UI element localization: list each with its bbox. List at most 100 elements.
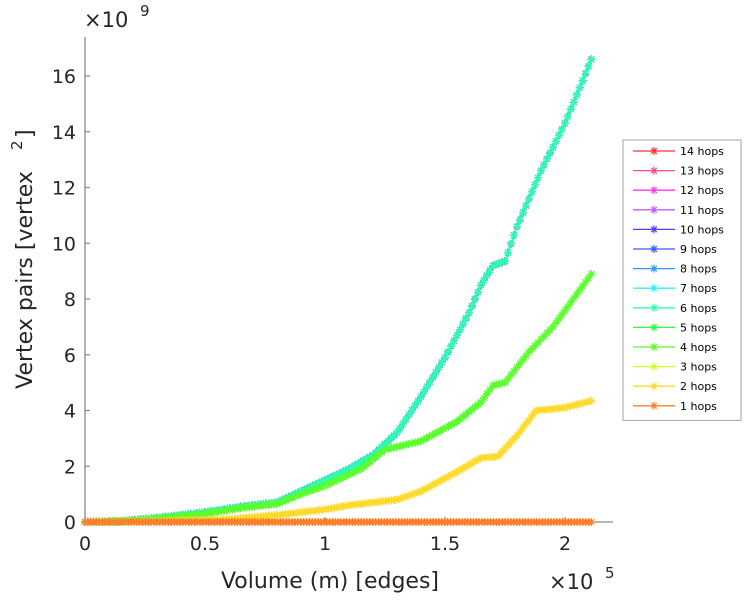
data-point-marker bbox=[393, 428, 401, 437]
data-point-marker bbox=[453, 331, 461, 340]
data-point-marker bbox=[342, 472, 350, 481]
data-point-marker bbox=[498, 379, 506, 388]
data-point-marker bbox=[393, 495, 401, 504]
series-line bbox=[84, 273, 592, 523]
data-point-marker bbox=[465, 308, 473, 317]
data-point-marker bbox=[543, 329, 551, 338]
series-line bbox=[84, 59, 592, 523]
data-point-marker bbox=[546, 326, 554, 335]
data-point-marker bbox=[339, 467, 347, 476]
data-point-marker bbox=[336, 474, 344, 483]
data-point-marker bbox=[575, 83, 584, 92]
data-point-marker bbox=[433, 428, 442, 437]
data-point-marker bbox=[321, 476, 329, 485]
data-point-marker bbox=[507, 437, 516, 446]
series-line bbox=[84, 59, 592, 523]
data-point-marker bbox=[495, 380, 503, 389]
data-point-marker bbox=[324, 480, 332, 489]
data-point-marker bbox=[581, 69, 590, 78]
legend-label: 13 hops bbox=[680, 165, 724, 178]
legend-marker-icon bbox=[650, 284, 658, 293]
data-point-marker bbox=[496, 449, 505, 458]
legend-marker-icon bbox=[650, 225, 658, 234]
legend-marker-icon bbox=[650, 186, 658, 195]
series-line bbox=[84, 59, 592, 523]
legend-marker-icon bbox=[650, 323, 658, 332]
data-point-marker bbox=[414, 397, 422, 406]
data-point-marker bbox=[540, 160, 548, 169]
series-line bbox=[84, 59, 592, 523]
data-point-marker bbox=[417, 392, 425, 401]
data-point-marker bbox=[425, 482, 434, 491]
data-point-marker bbox=[318, 482, 326, 491]
series-9-hops bbox=[81, 55, 596, 526]
data-point-marker bbox=[534, 338, 542, 347]
data-point-marker bbox=[402, 440, 410, 449]
data-point-marker bbox=[519, 355, 527, 364]
series-7-hops bbox=[81, 55, 596, 526]
series-line bbox=[84, 59, 592, 523]
data-point-marker bbox=[552, 137, 560, 146]
data-point-marker bbox=[549, 322, 557, 331]
legend-box bbox=[622, 139, 742, 421]
y-axis-label-superscript: 2 bbox=[8, 140, 26, 150]
data-point-marker bbox=[360, 456, 368, 465]
data-point-marker bbox=[489, 261, 497, 270]
data-point-marker bbox=[327, 473, 335, 482]
data-point-marker bbox=[396, 424, 404, 433]
legend-entry: 5 hops bbox=[633, 321, 717, 334]
axis-labels: Volume (m) [edges] Vertex pairs [vertex … bbox=[8, 2, 615, 594]
data-point-marker bbox=[357, 458, 365, 467]
data-point-marker bbox=[522, 351, 530, 360]
data-point-marker bbox=[381, 439, 389, 448]
data-point-marker bbox=[468, 459, 476, 468]
data-point-marker bbox=[419, 485, 428, 494]
data-point-marker bbox=[453, 467, 461, 476]
data-point-marker bbox=[521, 420, 530, 429]
data-point-marker bbox=[498, 258, 506, 267]
data-point-marker bbox=[572, 90, 581, 99]
data-point-marker bbox=[387, 444, 395, 453]
data-point-marker bbox=[315, 478, 323, 487]
data-point-marker bbox=[444, 347, 452, 356]
data-point-marker bbox=[435, 363, 443, 372]
data-point-marker bbox=[399, 493, 407, 502]
y-multiplier-exponent: 9 bbox=[140, 2, 150, 20]
series-line bbox=[84, 59, 592, 523]
data-point-marker bbox=[578, 399, 587, 408]
data-point-marker bbox=[502, 443, 511, 452]
series-6-hops bbox=[81, 55, 596, 526]
data-point-marker bbox=[330, 472, 338, 481]
data-point-marker bbox=[495, 259, 503, 268]
data-point-marker bbox=[519, 208, 527, 217]
data-point-marker bbox=[477, 281, 485, 290]
x-multiplier: ×10 bbox=[549, 570, 593, 594]
data-point-marker bbox=[459, 464, 467, 473]
data-point-marker bbox=[432, 368, 440, 377]
data-point-marker bbox=[422, 484, 431, 493]
legend-label: 11 hops bbox=[680, 204, 724, 217]
series-1-hops bbox=[81, 518, 596, 526]
data-point-marker bbox=[381, 445, 389, 454]
data-point-marker bbox=[441, 353, 449, 362]
series-line bbox=[85, 400, 592, 523]
data-point-marker bbox=[354, 459, 362, 468]
data-point-marker bbox=[471, 457, 479, 466]
data-point-marker bbox=[522, 201, 530, 210]
legend-marker-icon bbox=[650, 147, 658, 155]
data-point-marker bbox=[546, 149, 554, 158]
data-point-marker bbox=[492, 380, 500, 389]
series-line bbox=[84, 59, 592, 523]
legend-entry: 7 hops bbox=[633, 282, 717, 295]
legend-entry: 13 hops bbox=[633, 165, 724, 178]
legend-entry: 11 hops bbox=[633, 204, 724, 217]
data-point-marker bbox=[531, 341, 539, 350]
data-point-marker bbox=[465, 460, 473, 469]
legend-entry: 1 hops bbox=[633, 400, 717, 413]
x-tick-label: 2 bbox=[559, 533, 571, 555]
data-point-marker bbox=[516, 215, 524, 224]
data-point-marker bbox=[575, 399, 584, 408]
y-tick-label: 8 bbox=[64, 289, 76, 311]
data-point-marker bbox=[321, 481, 329, 490]
legend-entry: 6 hops bbox=[633, 302, 717, 315]
